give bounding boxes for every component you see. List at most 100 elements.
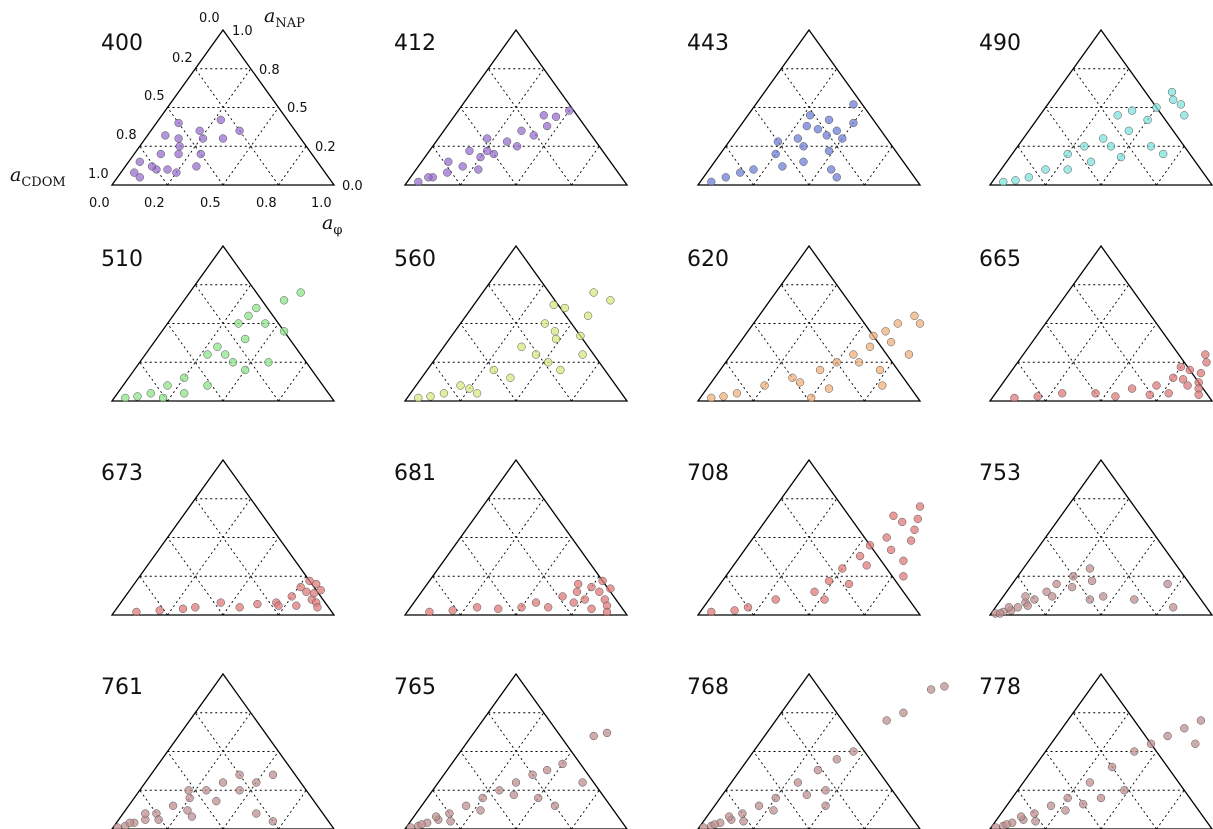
data-point <box>572 587 582 596</box>
data-point <box>576 331 585 341</box>
panel-wavelength-label: 510 <box>101 247 143 272</box>
data-point <box>587 604 596 613</box>
ternary-panel: 400 <box>101 28 336 186</box>
data-point <box>849 100 858 109</box>
ternary-grid-line <box>487 498 572 616</box>
ternary-grid-line <box>1045 498 1130 616</box>
ternary-grid-line <box>167 712 252 829</box>
data-point <box>889 511 898 520</box>
ternary-grid-line <box>167 68 252 186</box>
data-point <box>235 126 244 135</box>
data-point <box>445 809 454 818</box>
panel-wavelength-label: 768 <box>687 675 729 700</box>
data-point <box>279 296 289 305</box>
data-point <box>141 809 150 818</box>
data-point <box>495 786 504 795</box>
data-point <box>540 319 550 328</box>
data-point <box>406 823 415 829</box>
data-point <box>821 786 830 795</box>
data-point <box>417 820 426 829</box>
data-point <box>494 604 503 613</box>
data-point <box>838 134 847 143</box>
data-point <box>1030 809 1039 818</box>
ternary-grid-line <box>1100 751 1157 829</box>
ternary-grid-line <box>1100 537 1157 616</box>
data-point <box>1013 603 1022 612</box>
panel-wavelength-label: 400 <box>101 31 143 56</box>
data-point <box>898 517 907 527</box>
data-point <box>474 165 483 174</box>
panel-wavelength-label: 443 <box>687 31 729 56</box>
ternary-grid-line <box>753 284 838 402</box>
ternary-grid-line <box>753 751 810 829</box>
data-point <box>1178 375 1188 384</box>
data-point <box>133 392 142 401</box>
data-point <box>241 334 250 344</box>
ternary-grid-line <box>753 498 838 616</box>
data-point <box>1191 739 1200 748</box>
data-point <box>904 350 914 359</box>
data-point <box>805 111 815 120</box>
data-point <box>565 106 574 115</box>
ternary-grid-line <box>222 323 279 402</box>
panel-wavelength-label: 665 <box>979 247 1021 272</box>
data-point <box>252 303 261 313</box>
ternary-grid-line <box>1072 284 1157 402</box>
data-point <box>287 592 296 601</box>
right-edge-tick-2: 0.5 <box>287 101 308 116</box>
data-point <box>268 770 278 779</box>
data-point <box>1167 87 1177 97</box>
ternary-grid-line <box>278 145 307 186</box>
data-point <box>1196 368 1206 378</box>
data-point <box>771 793 780 803</box>
ternary-grid-line <box>167 284 252 402</box>
data-point <box>549 300 558 310</box>
ternary-grid-line <box>571 361 600 402</box>
data-point <box>558 759 567 769</box>
data-point <box>882 716 891 725</box>
data-point <box>235 603 244 612</box>
ternary-grid-line <box>571 145 600 186</box>
data-point <box>234 319 243 328</box>
data-point <box>1106 142 1116 151</box>
data-point <box>192 162 201 171</box>
data-point <box>1002 820 1011 829</box>
data-point <box>274 601 283 610</box>
data-point <box>509 790 518 800</box>
data-point <box>424 173 433 182</box>
data-point <box>838 564 847 573</box>
data-point <box>202 786 211 795</box>
data-point <box>155 606 164 615</box>
data-point <box>1079 800 1088 809</box>
data-point <box>824 115 834 125</box>
panel-wavelength-label: 753 <box>979 461 1021 486</box>
data-point <box>832 358 841 367</box>
left-edge-tick-2: 0.5 <box>144 89 165 104</box>
ternary-grid-line <box>1045 107 1102 186</box>
data-point <box>820 595 829 604</box>
ternary-grid-line <box>460 68 545 186</box>
data-point <box>1163 579 1172 589</box>
data-point <box>1033 392 1042 401</box>
data-point <box>261 319 270 328</box>
data-point <box>542 765 552 775</box>
data-point <box>1023 601 1032 610</box>
data-point <box>178 604 188 613</box>
ternary-grid-line <box>1045 712 1130 829</box>
ternary-grid-line <box>1100 323 1157 402</box>
axis-name-nap-letter: a <box>264 5 275 27</box>
data-point <box>1201 350 1210 359</box>
ternary-panel: 620 <box>687 244 925 403</box>
data-point <box>769 806 778 815</box>
data-point <box>550 327 560 336</box>
ternary-grid-line <box>753 712 838 829</box>
axis-name-phi-letter: a <box>322 212 333 234</box>
data-point <box>926 685 936 694</box>
data-point <box>465 146 474 156</box>
data-point <box>1011 176 1020 185</box>
axis-name-nap: aNAP <box>264 5 305 31</box>
data-point <box>1069 572 1078 581</box>
data-point <box>1120 786 1129 795</box>
data-point <box>1086 157 1096 166</box>
